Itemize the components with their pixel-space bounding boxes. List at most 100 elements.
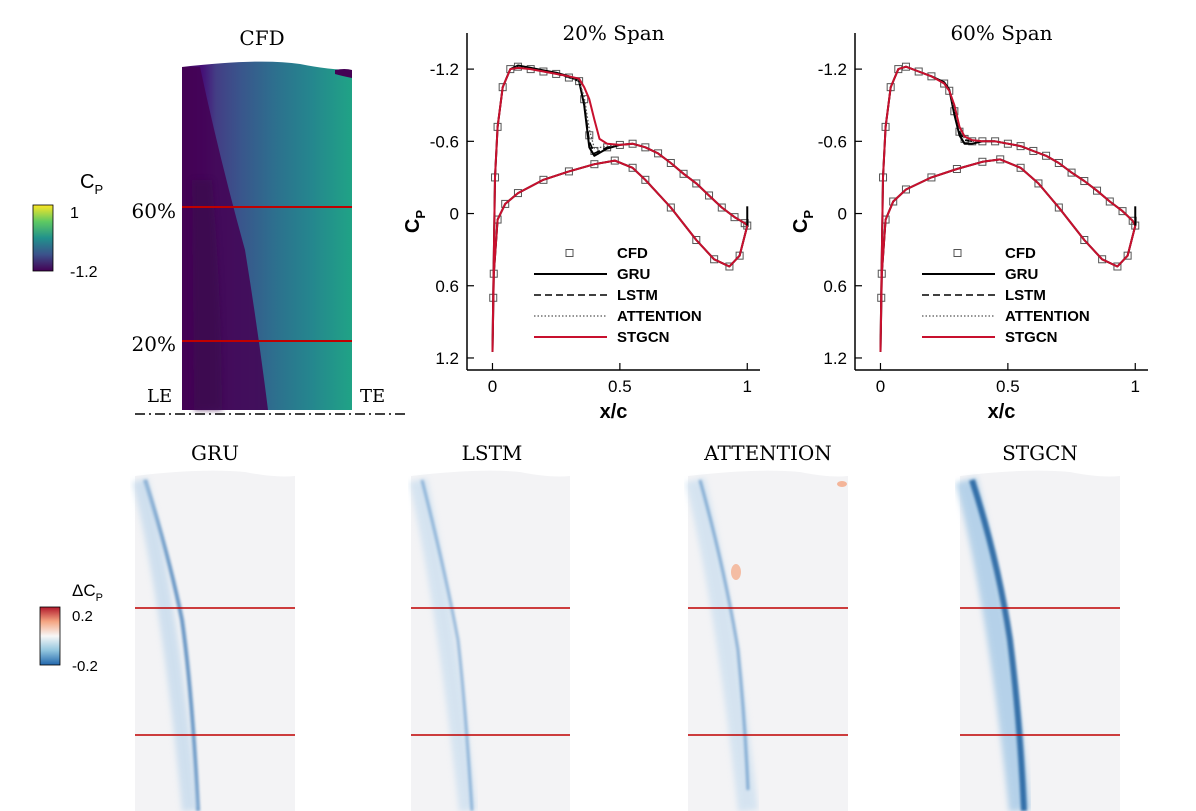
error-halo-gru [132, 478, 198, 811]
legend-swatch-cfd-c1 [953, 249, 962, 257]
y-tick-label-c0-4: 1.2 [435, 349, 459, 368]
dcp-colorbar-label: ΔCP [72, 581, 103, 604]
cfd-marker-c0-40 [725, 262, 734, 271]
cfd-marker-c1-38 [1054, 203, 1063, 212]
chart-20-span: 20% Span -1.2 -0.6 0 0.6 1.2 0 0.5 1 x/c CP CFD GRU L… [402, 21, 760, 423]
cfd-marker-c0-39 [710, 255, 719, 264]
cfd-marker-c1-21 [1067, 168, 1076, 177]
legend-swatch-cfd-c0 [565, 249, 574, 257]
error-title-gru: GRU [191, 441, 239, 465]
cfd-marker-c1-23 [1093, 186, 1102, 195]
cfd-marker-c0-21 [692, 179, 701, 188]
cfd-marker-c0-37 [666, 203, 675, 212]
legend-label-lstm-c1: LSTM [1005, 287, 1046, 304]
error-shock-attention [698, 479, 750, 791]
error-panel-gru: GRU [132, 441, 295, 811]
x-tick-label-c1-2: 1 [1131, 377, 1140, 396]
error-halo-lstm [409, 478, 477, 811]
chart-title-c1: 60% Span [950, 21, 1052, 45]
x-tick-label-c0-1: 0.5 [608, 377, 632, 396]
chart-60-span: 60% Span -1.2 -0.6 0 0.6 1.2 0 0.5 1 x/c CP CFD GRU L… [790, 21, 1148, 423]
error-halo-attention [685, 477, 758, 811]
cfd-marker-c0-20 [679, 169, 688, 178]
y-tick-label-c0-0: -1.2 [430, 60, 459, 79]
x-tick-label-c1-0: 0 [876, 377, 885, 396]
cfd-marker-c1-8 [940, 79, 949, 88]
error-title-lstm: LSTM [462, 441, 523, 465]
legend-label-cfd-c1: CFD [1005, 245, 1036, 262]
x-axis-label-c1: x/c [988, 401, 1016, 423]
error-shock-stgcn [969, 479, 1027, 811]
dcp-colorbar-max: 0.2 [72, 608, 93, 625]
cfd-marker-c0-30 [513, 189, 522, 198]
legend-label-stgcn-c1: STGCN [1005, 329, 1058, 346]
cfd-marker-c0-12 [585, 131, 594, 140]
error-red-spot-attention [731, 564, 741, 580]
legend-label-lstm-c0: LSTM [617, 287, 658, 304]
cfd-marker-c1-18 [1029, 146, 1038, 155]
cfd-marker-c1-4 [894, 65, 903, 74]
error-panel-lstm: LSTM [409, 441, 570, 811]
cfd-suction-peak [192, 180, 222, 410]
error-halo-stgcn [955, 477, 1031, 811]
x-axis-label-c0: x/c [600, 401, 628, 423]
cfd-marker-c1-24 [1105, 197, 1114, 206]
error-panel-stgcn: STGCN [955, 441, 1120, 811]
cfd-marker-c1-19 [1042, 151, 1051, 160]
error-shock-lstm [420, 479, 474, 811]
y-axis-label-c0: CP [402, 210, 428, 233]
cfd-marker-c0-24 [730, 213, 739, 222]
legend-label-gru-c1: GRU [1005, 266, 1038, 283]
series-line-stgcn-c0 [491, 66, 749, 352]
legend-label-attention-c1: ATTENTION [1005, 308, 1090, 325]
dcp-colorbar: ΔCP 0.2 -0.2 [39, 581, 103, 675]
cp-colorbar-gradient [32, 204, 54, 272]
cfd-marker-c0-19 [666, 158, 675, 167]
cp-colorbar-max: 1 [70, 205, 79, 222]
error-title-attention: ATTENTION [703, 441, 832, 465]
y-tick-label-c1-2: 0 [838, 205, 847, 224]
le-label: LE [147, 386, 172, 407]
x-tick-label-c0-2: 1 [743, 377, 752, 396]
cfd-marker-c0-29 [501, 199, 510, 208]
cfd-title: CFD [239, 26, 284, 50]
x-tick-label-c1-1: 0.5 [996, 377, 1020, 396]
cfd-marker-c1-39 [1080, 236, 1089, 245]
cfd-marker-c1-41 [1113, 262, 1122, 271]
cfd-marker-c1-22 [1080, 177, 1089, 186]
cfd-panel: CFD 60% 20% LE TE [132, 26, 405, 415]
cfd-marker-c0-22 [705, 191, 714, 200]
y-tick-label-c0-1: -0.6 [430, 132, 459, 151]
series-line-stgcn-c1 [879, 65, 1137, 352]
y-axis-label-c1: CP [790, 210, 816, 233]
cfd-marker-c1-31 [901, 185, 910, 194]
cfd-marker-c0-35 [628, 163, 637, 172]
error-shock-gru [143, 479, 200, 811]
y-tick-label-c1-4: 1.2 [823, 349, 847, 368]
error-red-spot-tip-attention [837, 481, 847, 487]
cfd-marker-c0-18 [654, 149, 663, 158]
y-tick-label-c1-0: -1.2 [818, 60, 847, 79]
cp-colorbar: CP 1 -1.2 [32, 171, 103, 281]
cfd-marker-c0-36 [641, 175, 650, 184]
y-tick-label-c1-3: 0.6 [823, 277, 847, 296]
cfd-marker-c1-36 [1016, 163, 1025, 172]
cfd-tip-spot [335, 69, 352, 78]
cfd-marker-c0-38 [692, 236, 701, 245]
cfd-marker-c1-32 [927, 173, 936, 182]
cp-colorbar-label: CP [80, 171, 103, 197]
te-label: TE [360, 386, 385, 407]
y-tick-label-c1-1: -0.6 [818, 132, 847, 151]
cfd-marker-c0-23 [717, 203, 726, 212]
cfd-marker-c1-7 [927, 72, 936, 81]
legend-label-attention-c0: ATTENTION [617, 308, 702, 325]
legend-label-gru-c0: GRU [617, 266, 650, 283]
span-label-60: 60% [132, 199, 176, 223]
cfd-marker-c1-37 [1034, 179, 1043, 188]
cfd-marker-c1-25 [1118, 207, 1127, 216]
cfd-marker-c1-5 [901, 62, 910, 71]
error-panel-attention: ATTENTION [685, 441, 848, 811]
y-tick-label-c0-2: 0 [450, 205, 459, 224]
cfd-marker-c1-20 [1054, 158, 1063, 167]
